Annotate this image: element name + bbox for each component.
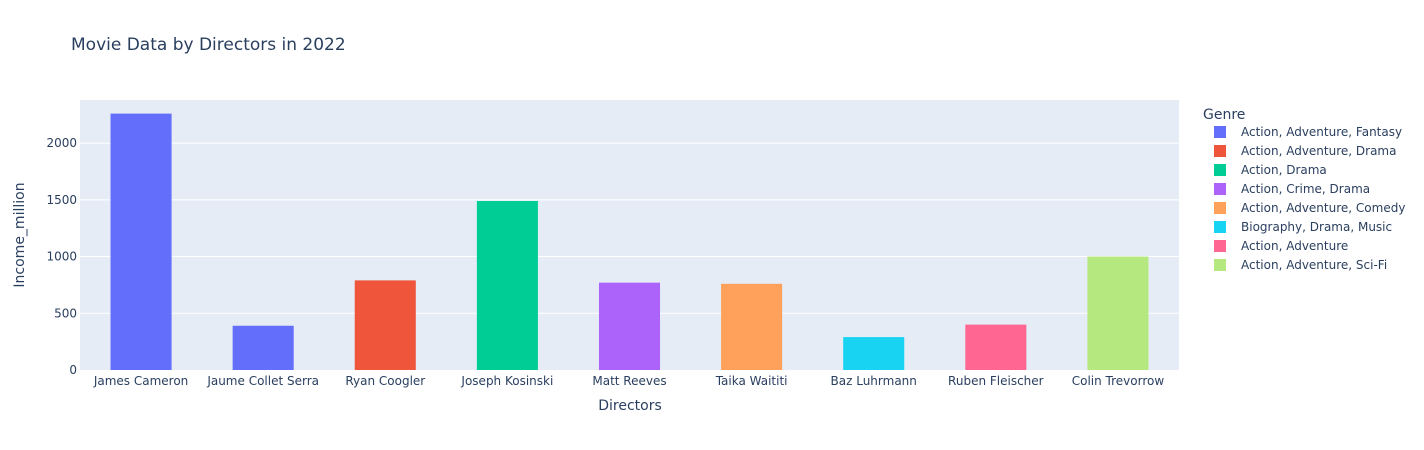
x-tick-label: Matt Reeves xyxy=(592,374,666,388)
legend-item[interactable]: Action, Adventure, Sci-Fi xyxy=(1214,258,1387,272)
y-tick-label: 2000 xyxy=(46,136,77,150)
x-tick-label: Ryan Coogler xyxy=(345,374,425,388)
legend: Genre Action, Adventure, Fantasy Action, … xyxy=(1203,107,1405,272)
x-tick-label: Taika Waititi xyxy=(715,374,788,388)
legend-item[interactable]: Biography, Drama, Music xyxy=(1214,220,1392,234)
legend-item[interactable]: Action, Drama xyxy=(1214,163,1327,177)
x-tick-label: Colin Trevorrow xyxy=(1072,374,1165,388)
x-tick-label: James Cameron xyxy=(93,374,188,388)
bar[interactable] xyxy=(476,200,538,370)
legend-item[interactable]: Action, Adventure, Fantasy xyxy=(1214,125,1402,139)
legend-label: Biography, Drama, Music xyxy=(1241,220,1392,234)
gridlines xyxy=(80,142,1179,314)
chart-title: Movie Data by Directors in 2022 xyxy=(71,35,346,55)
bar[interactable] xyxy=(843,337,905,370)
legend-label: Action, Adventure xyxy=(1241,239,1348,253)
x-tick-label: Baz Luhrmann xyxy=(831,374,917,388)
bar[interactable] xyxy=(232,325,294,370)
y-tick-labels: 0 500 1000 1500 2000 xyxy=(46,136,77,377)
y-tick-label: 1000 xyxy=(46,250,77,264)
x-tick-label: Joseph Kosinski xyxy=(460,374,553,388)
legend-label: Action, Crime, Drama xyxy=(1241,182,1370,196)
legend-label: Action, Adventure, Comedy xyxy=(1241,201,1405,215)
x-tick-labels: James Cameron Jaume Collet Serra Ryan Coog… xyxy=(93,374,1165,388)
x-axis-title: Directors xyxy=(598,398,662,414)
legend-swatch xyxy=(1214,221,1226,233)
bar[interactable] xyxy=(354,280,416,370)
legend-item[interactable]: Action, Adventure, Comedy xyxy=(1214,201,1405,215)
legend-swatch xyxy=(1214,183,1226,195)
legend-swatch xyxy=(1214,259,1226,271)
legend-item[interactable]: Action, Adventure, Drama xyxy=(1214,144,1396,158)
legend-label: Action, Adventure, Fantasy xyxy=(1241,125,1402,139)
bar[interactable] xyxy=(965,324,1027,370)
legend-swatch xyxy=(1214,164,1226,176)
legend-label: Action, Adventure, Sci-Fi xyxy=(1241,258,1387,272)
y-axis-title: Income_million xyxy=(12,182,28,287)
y-tick-label: 0 xyxy=(69,363,77,377)
bar[interactable] xyxy=(598,282,661,370)
legend-label: Action, Adventure, Drama xyxy=(1241,144,1396,158)
bar[interactable] xyxy=(110,113,172,370)
legend-label: Action, Drama xyxy=(1241,163,1327,177)
y-tick-label: 500 xyxy=(54,306,77,320)
bar[interactable] xyxy=(1087,256,1149,370)
y-tick-label: 1500 xyxy=(46,193,77,207)
legend-swatch xyxy=(1214,126,1226,138)
legend-swatch xyxy=(1214,145,1226,157)
legend-item[interactable]: Action, Crime, Drama xyxy=(1214,182,1370,196)
x-tick-label: Jaume Collet Serra xyxy=(206,374,319,388)
bars xyxy=(110,113,1149,370)
legend-title: Genre xyxy=(1203,107,1245,123)
bar[interactable] xyxy=(721,283,783,370)
x-tick-label: Ruben Fleischer xyxy=(948,374,1044,388)
legend-swatch xyxy=(1214,202,1226,214)
legend-item[interactable]: Action, Adventure xyxy=(1214,239,1348,253)
legend-swatch xyxy=(1214,240,1226,252)
